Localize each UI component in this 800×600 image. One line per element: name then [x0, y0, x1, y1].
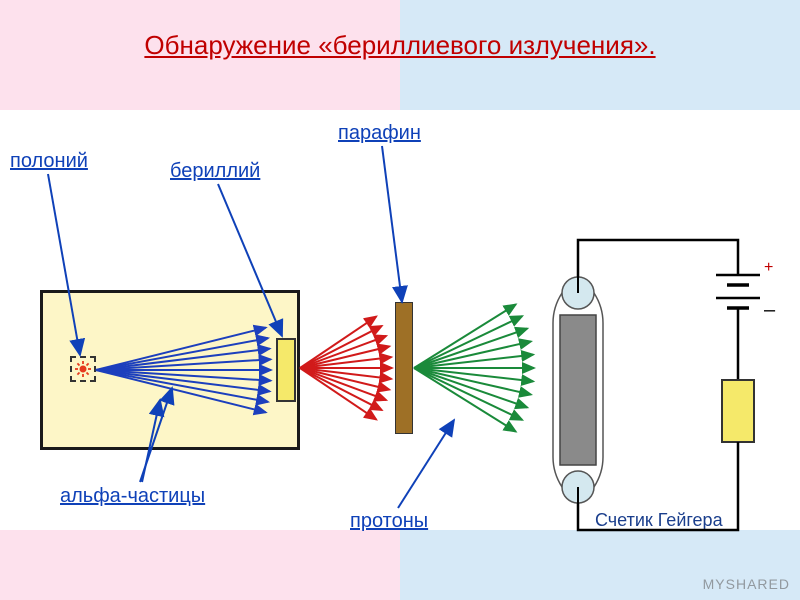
protons-pointer [398, 420, 454, 508]
diagram-area: полоний бериллий парафин альфа-частицы п… [0, 110, 800, 530]
watermark: MYSHARED [703, 576, 790, 592]
alpha-pointer-2 [142, 400, 160, 482]
paraffin-pointer [382, 146, 402, 302]
page-title: Обнаружение «бериллиевого излучения». [0, 0, 800, 61]
pointer-arrows [0, 110, 800, 530]
beryllium-pointer [218, 184, 282, 336]
polonium-pointer [48, 174, 80, 355]
